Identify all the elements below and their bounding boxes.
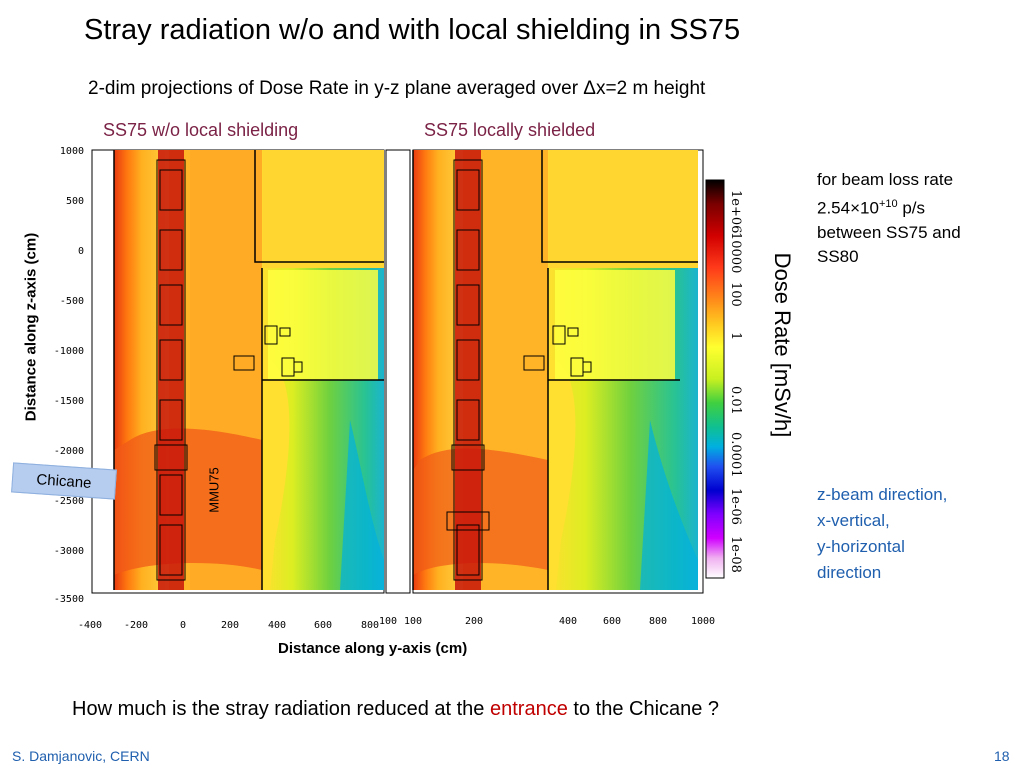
- beam-loss-line: SS80: [817, 246, 859, 266]
- y-tick: -500: [60, 296, 84, 307]
- slide-subtitle: 2-dim projections of Dose Rate in y-z pl…: [88, 78, 706, 99]
- x-tick: 400: [559, 616, 577, 627]
- y-axis-ticks: 1000 500 0 -500 -1000 -1500 -2000 -2500 …: [54, 146, 84, 605]
- colorbar-tick: 1e+06: [728, 190, 743, 233]
- x-tick: 800: [361, 620, 379, 631]
- colorbar-tick: 100: [728, 282, 743, 307]
- beam-loss-value: 2.54×10: [817, 198, 879, 218]
- direction-line: y-horizontal: [817, 537, 905, 556]
- beam-loss-line: between SS75 and: [817, 222, 961, 242]
- colorbar: [705, 179, 725, 579]
- x-axis-title: Distance along y-axis (cm): [278, 640, 468, 657]
- y-axis-title: Distance along z-axis (cm): [22, 232, 40, 422]
- colorbar-tick: 1e-06: [728, 488, 743, 525]
- left-dose-map: [91, 149, 385, 594]
- question-highlight: entrance: [490, 698, 568, 720]
- direction-line: z-beam direction,: [817, 485, 948, 504]
- y-tick: -2500: [54, 496, 84, 507]
- y-tick: -1000: [54, 346, 84, 357]
- colorbar-tick: 10000: [728, 232, 743, 273]
- y-tick: 0: [78, 246, 84, 257]
- colorbar-tick: 1: [728, 332, 743, 340]
- x-tick: 800: [649, 616, 667, 627]
- x-tick: 0: [180, 620, 186, 631]
- colorbar-tick: 0.01: [728, 386, 743, 415]
- direction-note: z-beam direction, x-vertical, y-horizont…: [817, 482, 1017, 586]
- y-tick: -2000: [54, 446, 84, 457]
- direction-line: direction: [817, 563, 882, 582]
- x-tick: -400: [78, 620, 102, 631]
- x-tick: 200: [221, 620, 239, 631]
- beam-loss-exponent: +10: [878, 198, 898, 210]
- footer-author: S. Damjanovic, CERN: [12, 748, 150, 764]
- right-panel-label: SS75 locally shielded: [424, 120, 596, 140]
- mmu-label: MMU75: [206, 467, 222, 513]
- question-prefix: How much is the stray radiation reduced …: [72, 698, 490, 720]
- page-number: 18: [994, 748, 1010, 764]
- beam-loss-unit: p/s: [897, 198, 926, 218]
- y-tick: 1000: [60, 146, 84, 157]
- x-tick: 100: [379, 616, 397, 627]
- y-tick: -3000: [54, 546, 84, 557]
- beam-loss-line: for beam loss rate: [817, 170, 954, 189]
- direction-line: x-vertical,: [817, 511, 890, 530]
- x-tick: 600: [603, 616, 621, 627]
- colorbar-title: Dose Rate [mSv/h]: [770, 252, 795, 438]
- chicane-label: Chicane: [35, 470, 93, 492]
- x-axis-ticks: -400 -200 0 200 400 600 800 100 100 200 …: [78, 616, 715, 631]
- slide-title: Stray radiation w/o and with local shiel…: [84, 14, 741, 46]
- left-beamline-hotspot: [158, 150, 184, 590]
- right-dose-map: [385, 149, 704, 594]
- x-tick: 400: [268, 620, 286, 631]
- x-tick: 100: [404, 616, 422, 627]
- x-tick: 600: [314, 620, 332, 631]
- beam-loss-rate: 2.54×10+10 p/s: [817, 192, 1017, 221]
- question-text: How much is the stray radiation reduced …: [72, 698, 719, 721]
- colorbar-ticks: 1e+06 10000 100 1 0.01 0.0001 1e-06 1e-0…: [728, 190, 743, 573]
- beam-loss-note: for beam loss rate 2.54×10+10 p/s betwee…: [817, 168, 1017, 269]
- left-panel-label: SS75 w/o local shielding: [103, 120, 299, 140]
- x-tick: 200: [465, 616, 483, 627]
- x-tick: 1000: [691, 616, 715, 627]
- y-tick: -3500: [54, 594, 84, 605]
- y-tick: 500: [66, 196, 84, 207]
- colorbar-tick: 1e-08: [728, 536, 743, 573]
- question-suffix: to the Chicane ?: [567, 698, 720, 720]
- y-tick: -1500: [54, 396, 84, 407]
- colorbar-tick: 0.0001: [728, 432, 743, 478]
- x-tick: -200: [124, 620, 148, 631]
